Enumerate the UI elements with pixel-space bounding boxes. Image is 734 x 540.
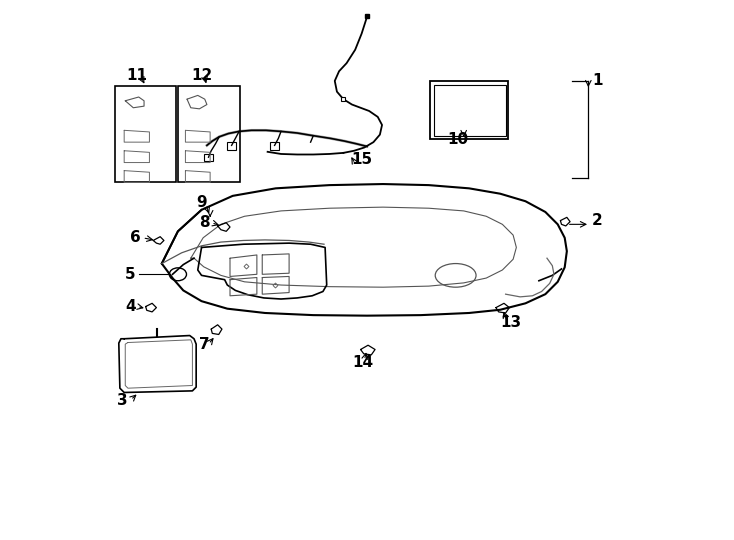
Bar bbox=[270, 142, 279, 150]
Text: 11: 11 bbox=[126, 68, 148, 83]
Text: 12: 12 bbox=[191, 68, 212, 83]
Bar bbox=[228, 142, 236, 150]
Text: 10: 10 bbox=[448, 132, 469, 147]
Text: 3: 3 bbox=[117, 393, 128, 408]
Bar bbox=[434, 85, 506, 136]
Text: 14: 14 bbox=[352, 355, 374, 370]
Text: 7: 7 bbox=[200, 336, 210, 352]
Text: 9: 9 bbox=[196, 195, 207, 211]
Text: 13: 13 bbox=[501, 315, 522, 330]
Text: 2: 2 bbox=[592, 213, 603, 228]
Text: 5: 5 bbox=[126, 267, 136, 282]
Text: 1: 1 bbox=[593, 73, 603, 89]
Text: 6: 6 bbox=[129, 230, 140, 245]
Bar bbox=[204, 154, 213, 161]
Text: 8: 8 bbox=[200, 215, 210, 230]
Text: 15: 15 bbox=[351, 152, 372, 167]
Text: 4: 4 bbox=[126, 299, 136, 314]
Bar bbox=[430, 81, 508, 139]
Bar bbox=[115, 86, 176, 182]
Bar bbox=[178, 86, 240, 182]
